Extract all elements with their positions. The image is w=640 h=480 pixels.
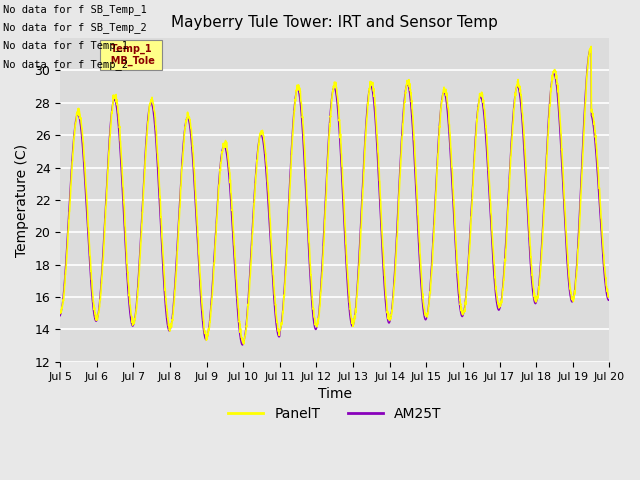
Text: Temp_1  
  MB_Tole: Temp_1 MB_Tole (104, 44, 159, 66)
Text: No data for f Temp_1: No data for f Temp_1 (3, 40, 128, 51)
Title: Mayberry Tule Tower: IRT and Sensor Temp: Mayberry Tule Tower: IRT and Sensor Temp (172, 15, 498, 30)
X-axis label: Time: Time (318, 387, 352, 401)
Text: No data for f Temp_2: No data for f Temp_2 (3, 59, 128, 70)
Text: No data for f SB_Temp_2: No data for f SB_Temp_2 (3, 22, 147, 33)
Legend: PanelT, AM25T: PanelT, AM25T (223, 401, 447, 426)
Text: No data for f SB_Temp_1: No data for f SB_Temp_1 (3, 4, 147, 15)
Y-axis label: Temperature (C): Temperature (C) (15, 144, 29, 256)
